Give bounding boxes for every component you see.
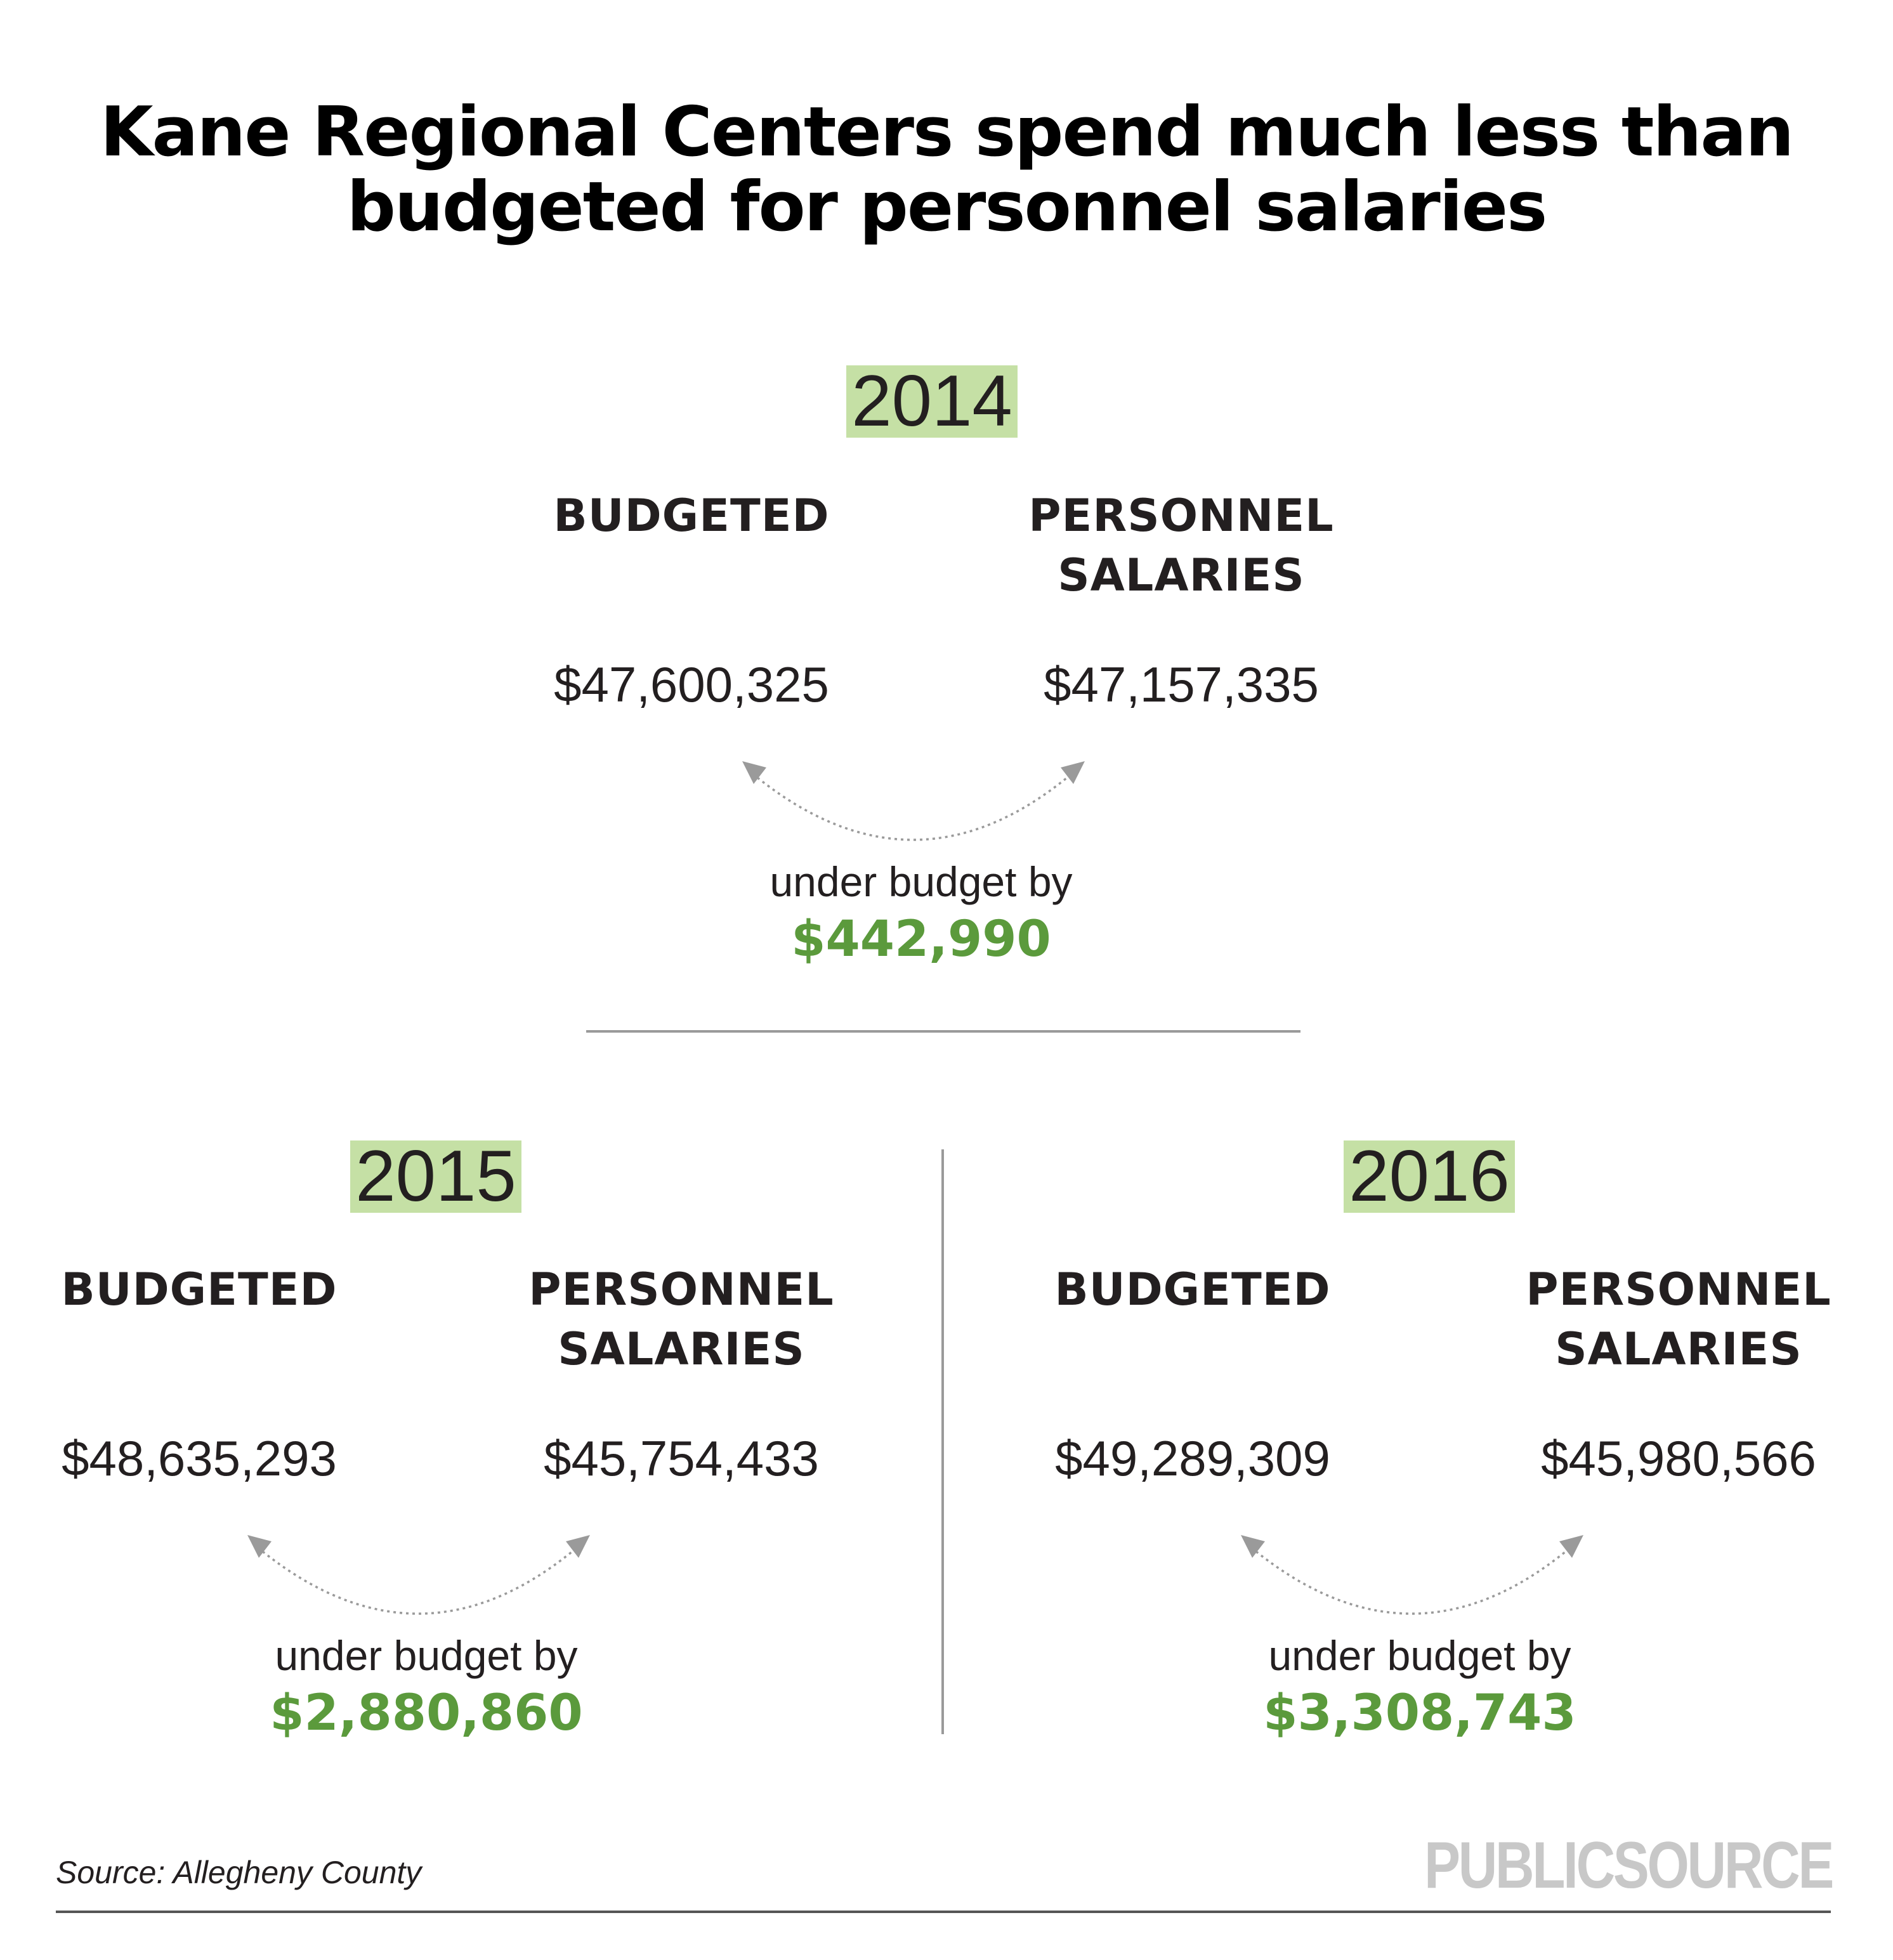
personnel-heading-line-1: PERSONNEL [1028,490,1334,542]
budgeted-amount: $49,289,309 [1055,1430,1330,1486]
title-line-2: budgeted for personnel salaries [346,167,1548,247]
year-label: 2014 [846,365,1018,438]
personnel-salaries-heading: PERSONNEL SALARIES [991,486,1372,605]
personnel-salaries-amount: $45,980,566 [1541,1430,1816,1486]
under-budget-amount: $2,880,860 [270,1685,583,1742]
double-arrow-icon [247,1535,590,1615]
under-budget-label: under budget by [275,1632,578,1679]
budgeted-heading-text: BUDGETED [1054,1264,1331,1316]
personnel-heading-line-2: SALARIES [558,1323,805,1375]
budgeted-heading-text: BUDGETED [61,1264,337,1316]
personnel-salaries-amount: $45,754,433 [544,1430,819,1486]
year-label: 2016 [1344,1140,1515,1213]
personnel-salaries-heading: PERSONNEL SALARIES [491,1260,872,1379]
personnel-heading-line-2: SALARIES [1555,1323,1802,1375]
publicsource-logo: PUBLICSOURCE [1424,1829,1834,1902]
personnel-salaries-heading: PERSONNEL SALARIES [1488,1260,1869,1379]
personnel-heading-line-1: PERSONNEL [1526,1264,1831,1316]
budgeted-amount: $47,600,325 [554,657,829,712]
source-note: Source: Allegheny County [56,1855,422,1890]
horizontal-divider [586,1030,1300,1033]
personnel-heading-line-1: PERSONNEL [528,1264,834,1316]
under-budget-label: under budget by [770,858,1073,905]
footer-rule [56,1911,1831,1913]
year-label: 2015 [350,1140,521,1213]
personnel-heading-line-2: SALARIES [1058,549,1305,601]
budgeted-amount: $48,635,293 [62,1430,337,1486]
double-arrow-icon [1241,1535,1583,1615]
vertical-divider [941,1149,944,1734]
infographic-title: Kane Regional Centers spend much less th… [0,95,1893,245]
title-line-1: Kane Regional Centers spend much less th… [100,93,1794,172]
double-arrow-icon [742,761,1085,841]
under-budget-amount: $3,308,743 [1263,1685,1576,1742]
budgeted-heading: BUDGETED [1002,1260,1383,1319]
budgeted-heading-text: BUDGETED [553,490,830,542]
under-budget-amount: $442,990 [791,911,1051,968]
budgeted-heading: BUDGETED [501,486,882,546]
budgeted-heading: BUDGETED [9,1260,390,1319]
personnel-salaries-amount: $47,157,335 [1044,657,1319,712]
under-budget-label: under budget by [1268,1632,1571,1679]
